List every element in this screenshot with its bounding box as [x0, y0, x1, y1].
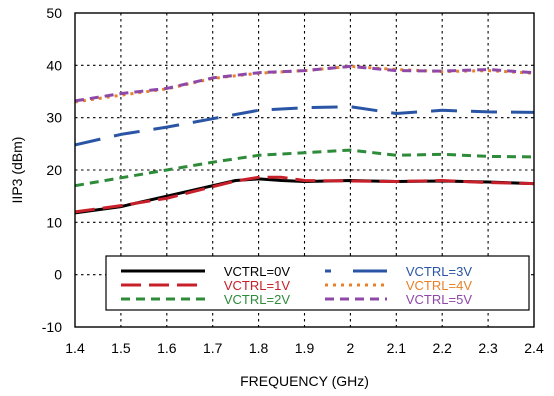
series-line-vctrl-4v [74, 64, 535, 104]
legend-label: VCTRL=0V [224, 264, 290, 279]
legend-label: VCTRL=2V [224, 292, 290, 307]
series-line-vctrl-2v [74, 148, 535, 188]
x-tick-label: 2.2 [432, 340, 452, 356]
x-tick-label: 1.9 [295, 340, 315, 356]
series-line-vctrl-5v [74, 64, 535, 103]
y-tick-label: 50 [46, 5, 62, 21]
legend-label: VCTRL=4V [406, 278, 472, 293]
x-tick-label: 2.3 [478, 340, 498, 356]
legend-box [105, 255, 530, 311]
x-tick-label: 1.7 [203, 340, 223, 356]
y-tick-label: 0 [54, 267, 62, 283]
y-tick-label: 10 [46, 214, 62, 230]
y-tick-label: 40 [46, 57, 62, 73]
plot-frame [74, 12, 535, 328]
x-tick-label: 1.6 [157, 340, 177, 356]
series-line-vctrl-1v [74, 175, 535, 214]
y-tick-label: 30 [46, 110, 62, 126]
legend-label: VCTRL=3V [406, 264, 472, 279]
x-tick-label: 1.5 [111, 340, 131, 356]
legend-label: VCTRL=1V [224, 278, 290, 293]
series-layer [74, 64, 535, 215]
y-tick-labels: -10 0 10 20 30 40 50 [42, 5, 62, 335]
x-axis-label: FREQUENCY (GHz) [240, 373, 369, 389]
x-tick-label: 1.4 [65, 340, 85, 356]
legend-label: VCTRL=5V [406, 292, 472, 307]
x-tick-label: 1.8 [249, 340, 269, 356]
x-tick-labels: 1.4 1.5 1.6 1.7 1.8 1.9 2 2.1 2.2 2.3 2.4 [65, 340, 544, 356]
y-tick-label: 20 [46, 162, 62, 178]
x-tick-label: 2.1 [387, 340, 407, 356]
x-tick-label: 2.4 [524, 340, 544, 356]
x-tick-label: 2 [347, 340, 355, 356]
y-axis-label: IIP3 (dBm) [9, 137, 25, 204]
y-tick-label: -10 [42, 319, 62, 335]
series-line-vctrl-0v [74, 177, 535, 215]
